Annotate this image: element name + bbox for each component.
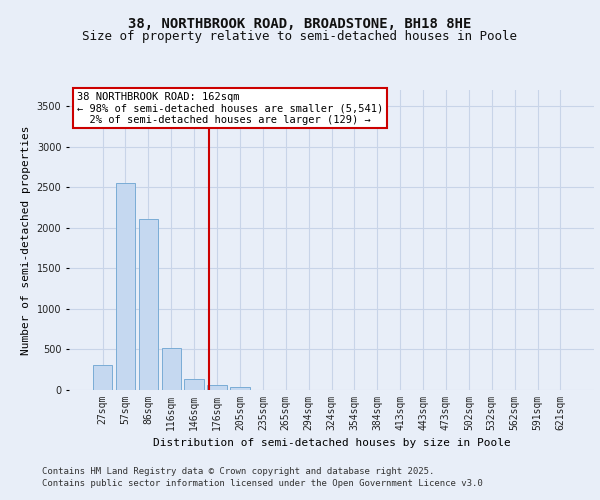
Bar <box>116 183 135 390</box>
Y-axis label: Number of semi-detached properties: Number of semi-detached properties <box>21 125 31 355</box>
Bar <box>139 219 158 390</box>
Bar <box>230 387 250 390</box>
Text: 38 NORTHBROOK ROAD: 162sqm
← 98% of semi-detached houses are smaller (5,541)
  2: 38 NORTHBROOK ROAD: 162sqm ← 98% of semi… <box>77 92 383 124</box>
Text: 38, NORTHBROOK ROAD, BROADSTONE, BH18 8HE: 38, NORTHBROOK ROAD, BROADSTONE, BH18 8H… <box>128 18 472 32</box>
X-axis label: Distribution of semi-detached houses by size in Poole: Distribution of semi-detached houses by … <box>152 438 511 448</box>
Bar <box>208 384 227 390</box>
Text: Contains public sector information licensed under the Open Government Licence v3: Contains public sector information licen… <box>42 478 483 488</box>
Text: Size of property relative to semi-detached houses in Poole: Size of property relative to semi-detach… <box>83 30 517 43</box>
Bar <box>184 378 204 390</box>
Text: Contains HM Land Registry data © Crown copyright and database right 2025.: Contains HM Land Registry data © Crown c… <box>42 467 434 476</box>
Bar <box>161 348 181 390</box>
Bar <box>93 366 112 390</box>
